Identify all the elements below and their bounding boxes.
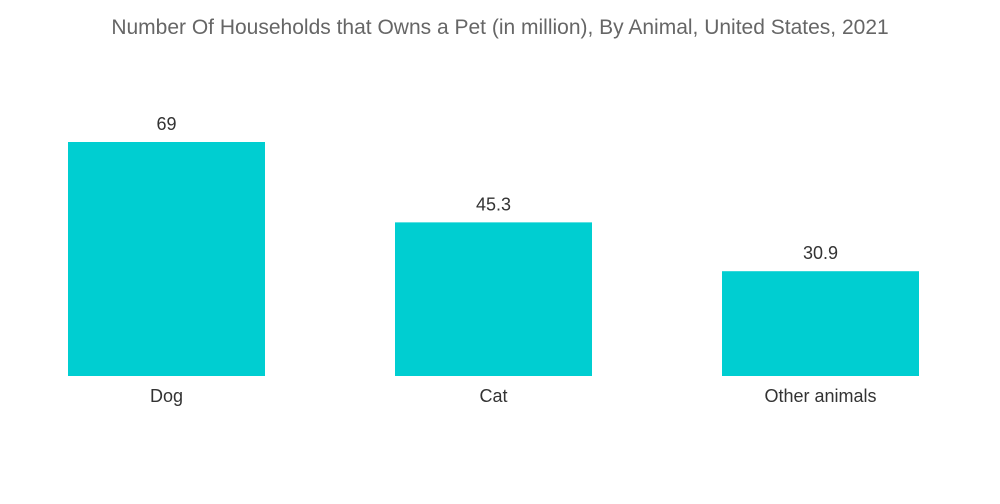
bar-cat [395, 222, 592, 376]
value-label-cat: 45.3 [476, 194, 511, 214]
chart-title: Number Of Households that Owns a Pet (in… [111, 16, 889, 39]
x-tick-label-other-animals: Other animals [764, 386, 876, 406]
bar-dog [68, 142, 265, 376]
value-label-other-animals: 30.9 [803, 243, 838, 263]
x-tick-labels-group: Dog Cat Other animals [150, 386, 877, 406]
value-labels-group: 69 45.3 30.9 [156, 114, 838, 263]
x-tick-label-dog: Dog [150, 386, 183, 406]
value-label-dog: 69 [156, 114, 176, 134]
bar-other-animals [722, 271, 919, 376]
x-tick-label-cat: Cat [479, 386, 507, 406]
bars-group [68, 142, 919, 376]
